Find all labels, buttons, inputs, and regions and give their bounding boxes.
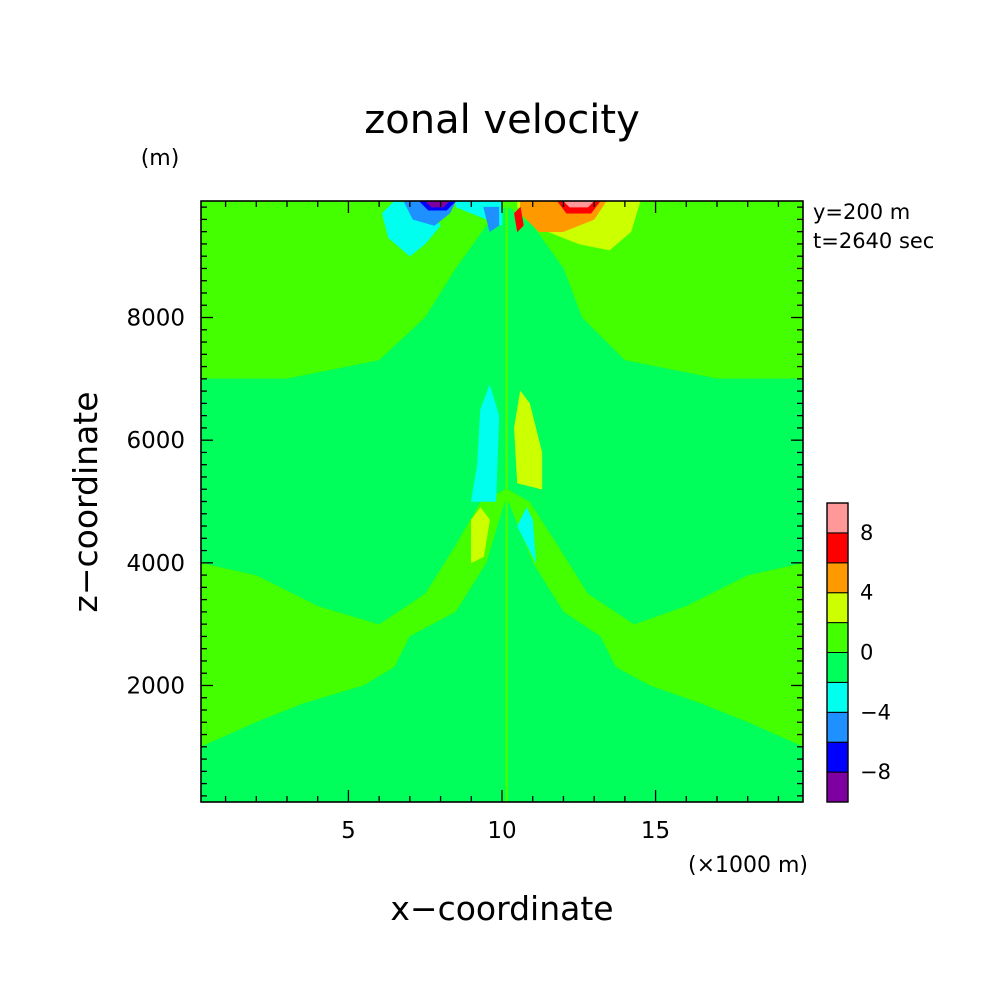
x-tick-label: 15 (641, 818, 670, 844)
contour-region (200, 206, 506, 625)
contour-region (471, 384, 500, 502)
axes: 5 10 15 2000 4000 6000 8000 (126, 200, 804, 844)
colorbar-swatch (826, 592, 849, 624)
colorbar-swatch (826, 711, 849, 743)
x-unit-label: (×1000 m) (688, 853, 808, 878)
x-tick-label: 10 (487, 818, 516, 844)
contour-region (483, 206, 500, 233)
x-axis-title: x−coordinate (390, 889, 613, 928)
colorbar-swatch (826, 562, 849, 594)
chart-title: zonal velocity (364, 97, 640, 143)
contour-region (514, 390, 543, 490)
colorbar-tick-label: 8 (860, 521, 873, 545)
colorbar-swatch (826, 502, 849, 534)
colorbar-swatch (826, 652, 849, 683)
colorbar-swatch (826, 622, 849, 653)
colorbar-swatch (826, 681, 849, 713)
contour-region (200, 501, 506, 803)
contour-region (471, 507, 490, 564)
y-unit-label: (m) (141, 146, 180, 171)
colorbar-tick-label: 4 (860, 581, 873, 605)
x-tick-label: 5 (341, 818, 356, 844)
y-axis-title: z−coordinate (66, 392, 105, 613)
y-tick-label: 8000 (126, 306, 185, 332)
colorbar-swatch (826, 771, 849, 803)
colorbar-swatch (826, 741, 849, 773)
colorbar-swatch (826, 532, 849, 564)
plot-area (200, 200, 804, 803)
y-tick-label: 4000 (126, 551, 185, 577)
colorbar-frame (826, 502, 849, 803)
colorbar: −8 −4 0 4 8 (826, 502, 891, 803)
y-tick-label: 6000 (126, 428, 185, 454)
annotation-y: y=200 m (813, 200, 910, 224)
contour-region (517, 507, 537, 563)
contour-region (514, 206, 524, 233)
colorbar-tick-label: 0 (860, 641, 873, 665)
y-tick-label: 2000 (126, 673, 185, 699)
annotation-t: t=2640 sec (813, 229, 934, 253)
colorbar-tick-label: −4 (860, 700, 891, 724)
colorbar-tick-label: −8 (860, 760, 891, 784)
